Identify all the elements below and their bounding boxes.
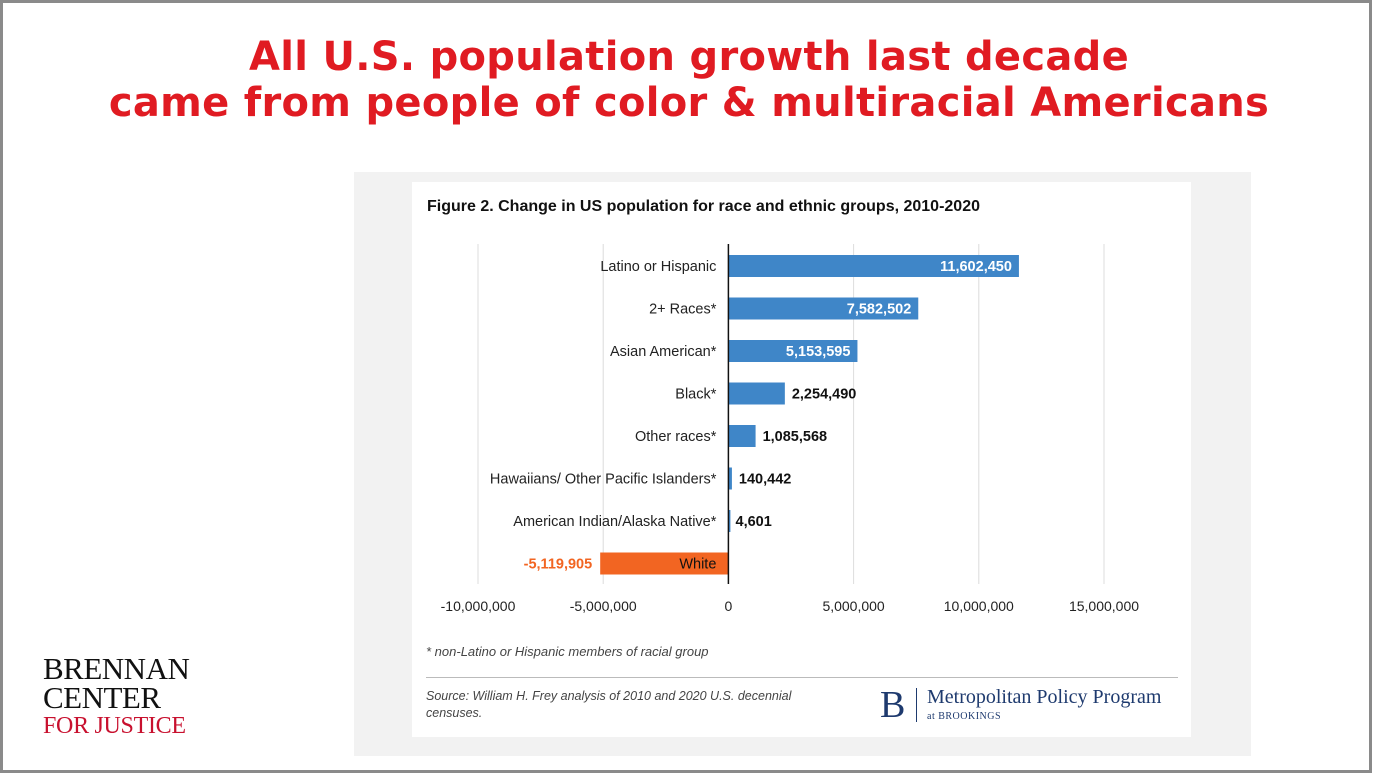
slide-headline-line1: All U.S. population growth last decade xyxy=(248,34,1130,80)
category-label: White xyxy=(679,557,716,573)
footer-divider xyxy=(426,677,1178,678)
brennan-logo-line1: BRENNAN xyxy=(43,651,190,686)
bar xyxy=(728,425,756,447)
value-label: 1,085,568 xyxy=(763,429,828,445)
figure-source: Source: William H. Frey analysis of 2010… xyxy=(426,689,792,720)
category-label: Black* xyxy=(675,387,716,403)
category-label: Asian American* xyxy=(610,344,717,360)
x-tick-label: -10,000,000 xyxy=(441,598,516,614)
logo-program-sub: at BROOKINGS xyxy=(927,711,1002,722)
value-label: 140,442 xyxy=(739,472,791,488)
brennan-logo-line3: FOR JUSTICE xyxy=(43,713,186,739)
figure-title: Figure 2. Change in US population for ra… xyxy=(427,198,980,215)
x-tick-label: 5,000,000 xyxy=(822,598,884,614)
slide-headline-line2: came from people of color & multiracial … xyxy=(108,80,1270,126)
bar xyxy=(728,467,732,490)
value-label: -5,119,905 xyxy=(524,557,593,573)
value-label: 7,582,502 xyxy=(847,302,912,318)
x-tick-label: 10,000,000 xyxy=(944,598,1014,614)
logo-divider xyxy=(916,688,917,722)
category-label: American Indian/Alaska Native* xyxy=(513,514,716,530)
category-label: Other races* xyxy=(635,429,717,445)
x-tick-label: 15,000,000 xyxy=(1069,598,1139,614)
x-tick-label: -5,000,000 xyxy=(570,598,637,614)
brookings-b-icon: B xyxy=(880,684,906,726)
bar-negative xyxy=(600,552,729,575)
brennan-center-logo: BRENNAN CENTER FOR JUSTICE xyxy=(43,651,190,740)
value-label: 4,601 xyxy=(736,514,772,530)
category-label: 2+ Races* xyxy=(649,302,717,318)
bar xyxy=(728,255,1019,277)
value-label: 2,254,490 xyxy=(792,387,857,403)
bar xyxy=(728,297,919,320)
logo-program-name: Metropolitan Policy Program xyxy=(927,686,1162,708)
brennan-logo-line2: CENTER xyxy=(43,680,161,715)
bar xyxy=(728,340,858,362)
category-label: Latino or Hispanic xyxy=(600,259,716,275)
figure-footnote: * non-Latino or Hispanic members of raci… xyxy=(426,644,709,659)
value-label: 11,602,450 xyxy=(940,259,1012,275)
bar xyxy=(728,382,785,405)
value-label: 5,153,595 xyxy=(786,344,851,360)
bar xyxy=(728,510,731,532)
x-tick-label: 0 xyxy=(725,598,733,614)
category-label: Hawaiians/ Other Pacific Islanders* xyxy=(490,472,717,488)
